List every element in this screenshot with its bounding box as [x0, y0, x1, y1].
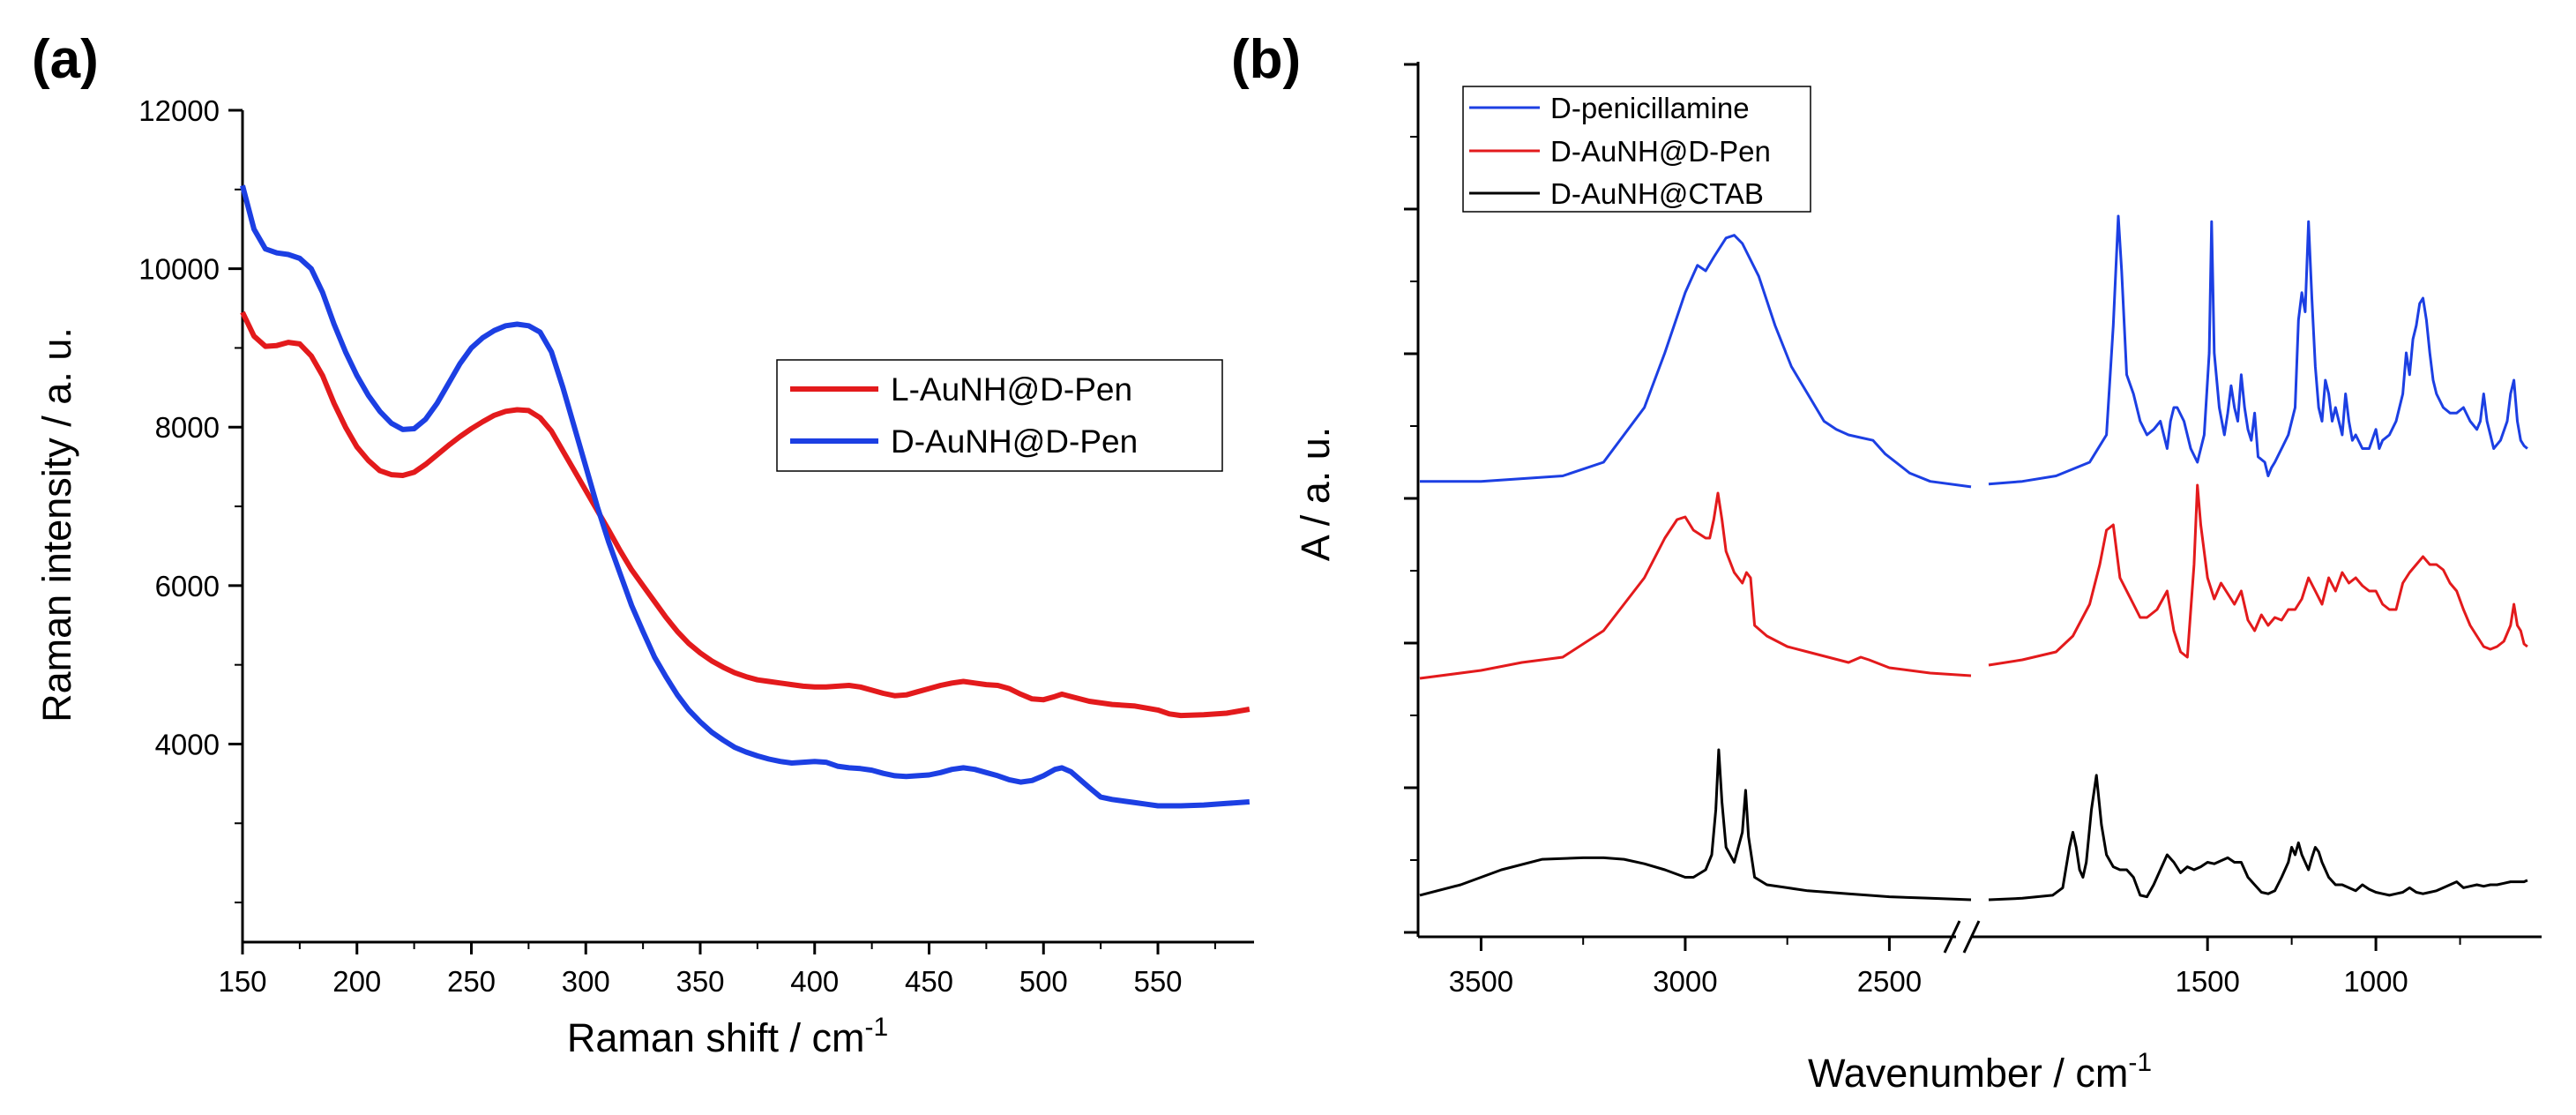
legend-label-d-aunh-ctab: D-AuNH@CTAB: [1550, 177, 1764, 210]
panel-b-ticks: 3500 3000 2500 1500 1000: [1404, 63, 2461, 998]
x-tick-label-150: 150: [218, 965, 266, 998]
panel-b-series: [1419, 214, 2528, 902]
y-tick-label-6000: 6000: [155, 570, 220, 602]
x-tick-label-1500: 1500: [2175, 965, 2239, 998]
axis-break-mark-left: [1943, 920, 1961, 954]
x-tick-label-450: 450: [905, 965, 953, 998]
y-tick-label-4000: 4000: [155, 728, 220, 760]
panel-a-y-axis-label: Raman intensity / a. u.: [34, 327, 79, 722]
x-tick-label-250: 250: [447, 965, 496, 998]
x-tick-label-3500: 3500: [1449, 965, 1513, 998]
panel-b-x-axis-label: Wavenumber / cm-1: [1808, 1048, 2152, 1096]
legend-label-l-aunh-dpen: L-AuNH@D-Pen: [891, 371, 1132, 408]
panel-a: (a) 150 200 250 300 350 400 450 500 550 4000 6000 8…: [32, 29, 1254, 1060]
series-d-aunh-d-pen: [240, 184, 1251, 809]
legend-label-d-aunh-dpen-b: D-AuNH@D-Pen: [1550, 135, 1771, 168]
panel-a-label: (a): [32, 29, 99, 90]
y-tick-label-12000: 12000: [138, 94, 220, 127]
series-l-aunh-d-pen: [240, 311, 1251, 719]
panel-b-legend: D-penicillamine D-AuNH@D-Pen D-AuNH@CTAB: [1462, 86, 1811, 213]
panel-a-legend: L-AuNH@D-Pen D-AuNH@D-Pen: [776, 359, 1223, 472]
legend-label-d-penicillamine: D-penicillamine: [1550, 92, 1750, 124]
x-tick-label-300: 300: [562, 965, 610, 998]
panel-b-legend-box: [1462, 86, 1811, 213]
x-tick-label-550: 550: [1133, 965, 1182, 998]
legend-label-d-aunh-dpen: D-AuNH@D-Pen: [891, 423, 1138, 460]
x-tick-label-350: 350: [676, 965, 724, 998]
panel-a-ticks: 150 200 250 300 350 400 450 500 550 4000 6000 8000 1…: [138, 94, 1216, 998]
x-tick-label-3000: 3000: [1653, 965, 1717, 998]
series-d-aunh-ctab-fingerprint: [1988, 774, 2528, 902]
series-d-aunh-d-pen-high: [1419, 491, 1972, 680]
x-tick-label-500: 500: [1019, 965, 1068, 998]
x-tick-label-2500: 2500: [1857, 965, 1922, 998]
series-d-aunh-ctab-high: [1419, 748, 1972, 902]
panel-b-label: (b): [1231, 29, 1301, 90]
x-tick-label-200: 200: [332, 965, 381, 998]
panel-b-axis-break: [1943, 920, 1981, 954]
y-tick-label-8000: 8000: [155, 411, 220, 444]
panel-a-series: [240, 184, 1251, 809]
axis-break-mark-right: [1962, 920, 1981, 954]
series-d-aunh-d-pen-fingerprint: [1988, 483, 2528, 667]
x-tick-label-400: 400: [790, 965, 839, 998]
panel-b-y-axis-label: A / a. u.: [1293, 427, 1338, 562]
panel-a-x-axis-label: Raman shift / cm-1: [567, 1013, 888, 1060]
x-tick-label-1000: 1000: [2343, 965, 2408, 998]
panel-a-legend-box: [776, 359, 1223, 472]
series-d-penicillamine-fingerprint: [1988, 214, 2528, 486]
series-d-penicillamine-high: [1420, 234, 1972, 489]
panel-b: (b) 3500 3000 2500 1500 1000 Wavenumber / cm…: [1231, 29, 2542, 1096]
y-tick-label-10000: 10000: [138, 253, 220, 286]
